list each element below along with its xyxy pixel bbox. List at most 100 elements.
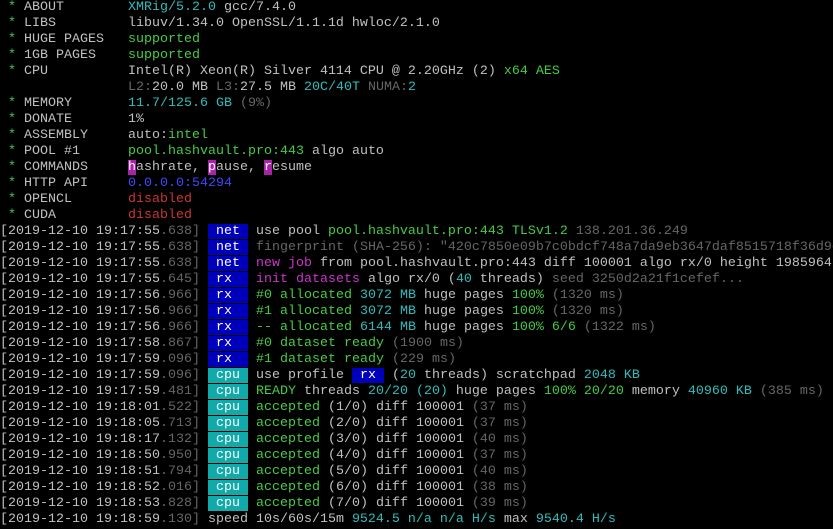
text-segment: 0.0.0.0:54294	[127, 176, 232, 191]
text-segment: 1GB PAGES	[24, 48, 128, 63]
text-segment: READY	[255, 384, 296, 399]
terminal-line: [2019-12-10 19:17:59.481] cpu READY thre…	[0, 384, 833, 400]
text-segment	[248, 416, 256, 431]
text-segment: .638]	[159, 256, 200, 271]
text-segment: [2019-12-10 19:18:05	[0, 416, 160, 431]
text-segment: #0 dataset ready	[255, 336, 384, 351]
text-segment: .966]	[159, 320, 200, 335]
tag: rx	[207, 288, 248, 303]
text-segment: *	[0, 128, 24, 143]
tag: r	[263, 160, 272, 175]
text-segment: .096]	[159, 368, 200, 383]
text-segment: huge pages	[447, 384, 544, 399]
text-segment: -- allocated	[255, 320, 360, 335]
text-segment	[248, 400, 256, 415]
text-segment	[200, 368, 208, 383]
text-segment: algo rx/0 (	[359, 272, 456, 287]
text-segment: 9524.5 n/a n/a H/s	[351, 512, 496, 527]
tag: cpu	[207, 480, 248, 495]
text-segment: speed 10s/60s/15m	[199, 512, 352, 527]
text-segment: accepted	[255, 432, 320, 447]
text-segment: [2019-12-10 19:17:55	[0, 256, 160, 271]
text-segment: NUMA:	[359, 80, 408, 95]
text-segment: accepted	[255, 480, 320, 495]
text-segment: 100%	[511, 304, 544, 319]
text-segment: 40960 KB	[687, 384, 752, 399]
tag: cpu	[207, 400, 248, 415]
text-segment: accepted	[255, 416, 320, 431]
text-segment	[200, 224, 208, 239]
terminal-line: * HUGE PAGES supported	[0, 32, 833, 48]
tag: cpu	[207, 416, 248, 431]
text-segment: huge pages	[415, 320, 512, 335]
text-segment: .867]	[159, 336, 200, 351]
text-segment: huge pages	[415, 304, 512, 319]
text-segment: *	[0, 176, 24, 191]
text-segment: .096]	[159, 352, 200, 367]
terminal-line: [2019-12-10 19:18:59.130] speed 10s/60s/…	[0, 512, 833, 528]
text-segment: .130]	[159, 512, 200, 527]
text-segment: DONATE	[24, 112, 128, 127]
text-segment: from pool.hashvault.pro:443 diff 100001 …	[311, 256, 832, 271]
tag: cpu	[207, 384, 248, 399]
text-segment: disabled	[127, 192, 192, 207]
text-segment: (1/0) diff 100001	[319, 400, 464, 415]
tag: rx	[207, 304, 248, 319]
text-segment: gcc/7.4.0	[215, 0, 296, 15]
text-segment: 6144 MB	[359, 320, 416, 335]
text-segment: .638]	[159, 240, 200, 255]
text-segment: max	[495, 512, 536, 527]
text-segment	[248, 288, 256, 303]
text-segment: algo auto	[303, 144, 384, 159]
terminal-line: [2019-12-10 19:17:55.645] rx init datase…	[0, 272, 833, 288]
tag: rx	[207, 272, 248, 287]
terminal-line: * COMMANDS hashrate, pause, resume	[0, 160, 833, 176]
tag: rx	[207, 320, 248, 335]
text-segment: (37 ms)	[463, 400, 528, 415]
text-segment: ABOUT	[24, 0, 128, 15]
text-segment: 100% 6/6	[511, 320, 576, 335]
text-segment: (1322 ms)	[575, 320, 656, 335]
text-segment: (1900 ms)	[383, 336, 464, 351]
text-segment: pool.hashvault.pro:443	[127, 144, 304, 159]
text-segment	[248, 384, 256, 399]
text-segment	[200, 480, 208, 495]
text-segment: 11.7/125.6 GB	[127, 96, 232, 111]
terminal-line: [2019-12-10 19:17:58.867] rx #0 dataset …	[0, 336, 833, 352]
tag: net	[207, 256, 248, 271]
text-segment: 100%	[511, 288, 544, 303]
text-segment: .794]	[159, 464, 200, 479]
text-segment	[248, 432, 256, 447]
text-segment: (37 ms)	[463, 448, 528, 463]
tag: rx	[207, 336, 248, 351]
text-segment: esume	[271, 160, 312, 175]
text-segment: .966]	[159, 304, 200, 319]
text-segment: (39 ms)	[463, 496, 528, 511]
text-segment: .966]	[159, 288, 200, 303]
text-segment: accepted	[255, 448, 320, 463]
text-segment: HUGE PAGES	[24, 32, 128, 47]
text-segment: *	[0, 0, 24, 15]
terminal-line: * POOL #1 pool.hashvault.pro:443 algo au…	[0, 144, 833, 160]
text-segment: CPU	[24, 64, 128, 79]
text-segment: accepted	[255, 464, 320, 479]
text-segment: #1 dataset ready	[255, 352, 384, 367]
text-segment	[248, 448, 256, 463]
text-segment: [2019-12-10 19:18:50	[0, 448, 160, 463]
terminal-line: [2019-12-10 19:17:55.638] net use pool p…	[0, 224, 833, 240]
text-segment: [2019-12-10 19:17:58	[0, 336, 160, 351]
text-segment	[200, 432, 208, 447]
text-segment	[200, 240, 208, 255]
terminal-line: [2019-12-10 19:17:55.638] net new job fr…	[0, 256, 833, 272]
terminal-line: [2019-12-10 19:18:50.950] cpu accepted (…	[0, 448, 833, 464]
terminal-line: [2019-12-10 19:17:56.966] rx #1 allocate…	[0, 304, 833, 320]
text-segment	[0, 80, 128, 95]
text-segment	[248, 272, 256, 287]
terminal-line: * MEMORY 11.7/125.6 GB (9%)	[0, 96, 833, 112]
tag: h	[127, 160, 136, 175]
text-segment: [2019-12-10 19:18:59	[0, 512, 160, 527]
text-segment	[200, 496, 208, 511]
text-segment: *	[0, 64, 24, 79]
text-segment: libuv/1.34.0 OpenSSL/1.1.1d hwloc/2.1.0	[127, 16, 440, 31]
